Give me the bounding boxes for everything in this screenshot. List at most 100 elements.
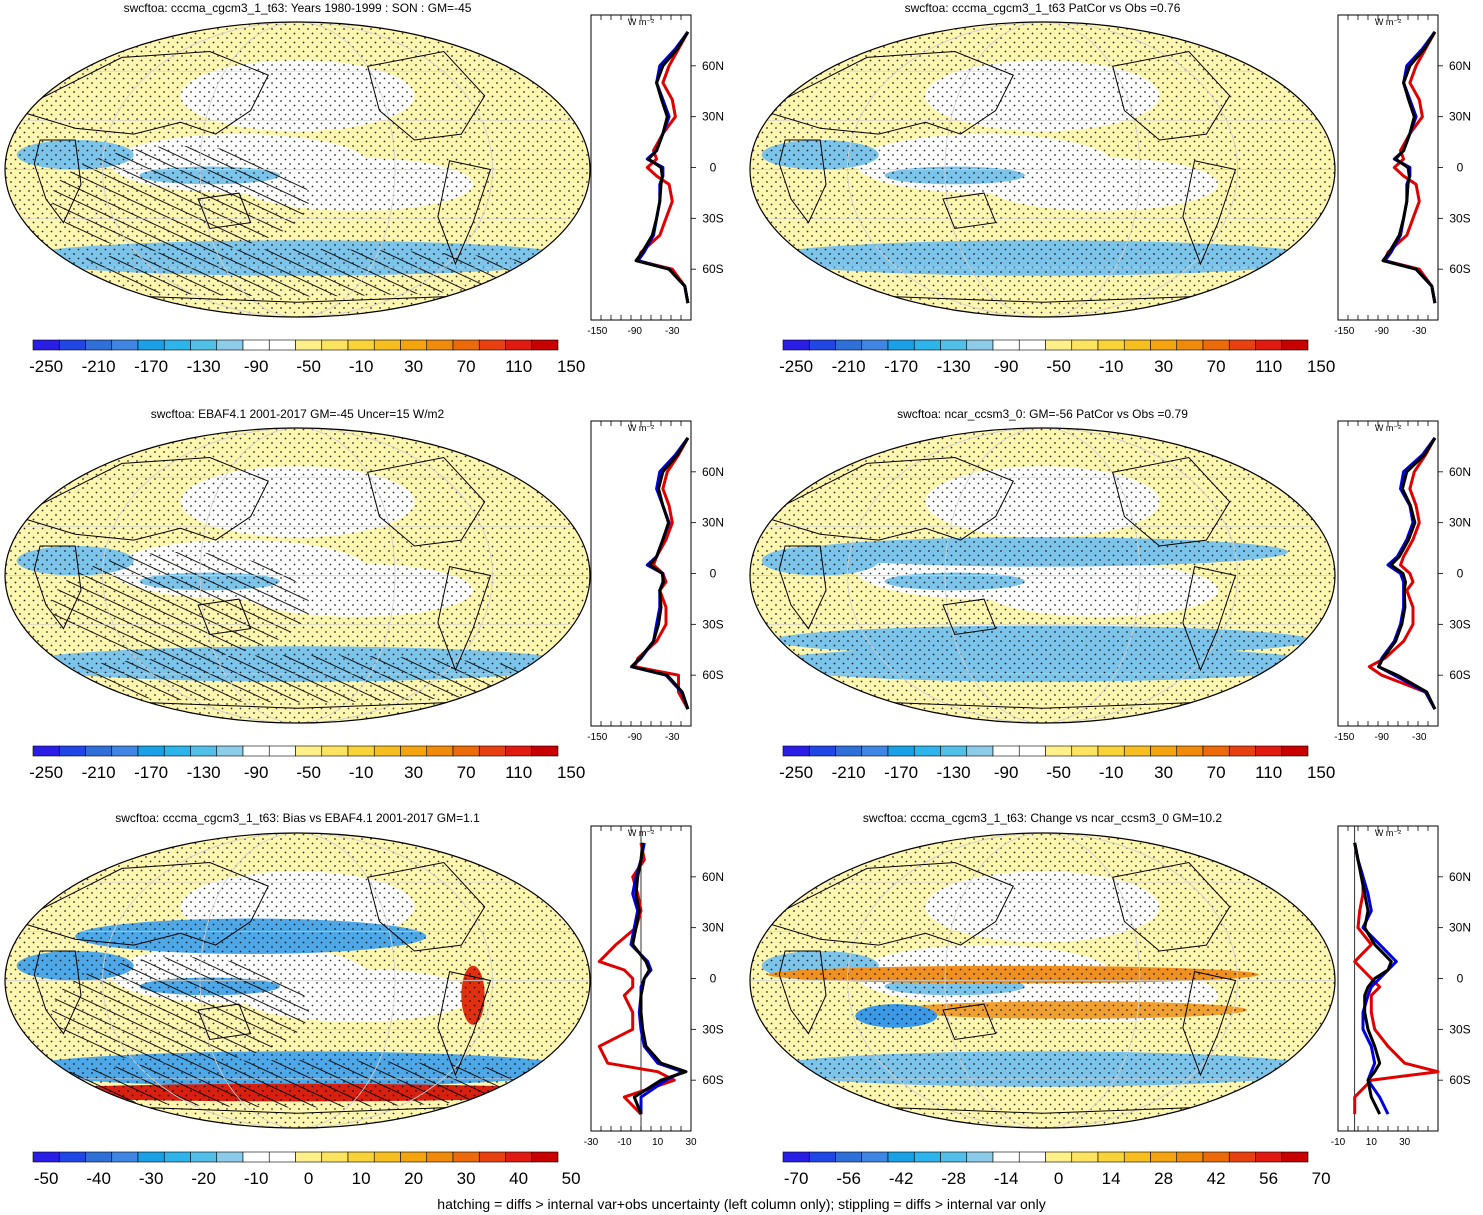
colorbar-bin (242, 339, 270, 351)
profile-red-line (597, 842, 676, 1116)
colorbar-bin (808, 745, 836, 757)
colorbar-label: -40 (86, 1169, 111, 1188)
colorbar-bin (190, 1151, 218, 1163)
colorbar-bin (268, 339, 296, 351)
lat-tick-label: 30S (1449, 617, 1470, 631)
colorbar-bin (992, 339, 1020, 351)
panel-title-2: swcftoa: cccma_cgcm3_1_t63 PatCor vs Obs… (905, 1, 1181, 15)
colorbar-label: 150 (1307, 763, 1335, 782)
colorbar-label: -170 (134, 763, 168, 782)
panel-title-1: swcftoa: cccma_cgcm3_1_t63: Years 1980-1… (124, 1, 472, 15)
colorbar-bin (966, 745, 994, 757)
coastline (942, 192, 997, 230)
colorbar-bin (1202, 339, 1230, 351)
colorbar-label: -30 (139, 1169, 164, 1188)
colorbar-bin (1202, 1151, 1230, 1163)
lat-tick-label: 60N (702, 465, 724, 479)
colorbar-bin (58, 745, 86, 757)
colorbar-label: 150 (557, 357, 585, 376)
x-tick-label: -90 (628, 326, 643, 337)
colorbar-bin (887, 745, 915, 757)
colorbar-label: 30 (457, 1169, 476, 1188)
unit-label: W m⁻² (628, 828, 654, 838)
coastline (437, 566, 492, 672)
colorbar-bin (347, 339, 375, 351)
colorbar-bin (835, 745, 863, 757)
colorbar-bin (835, 1151, 863, 1163)
coastline (942, 598, 997, 636)
colorbar-bin (808, 1151, 836, 1163)
profile-blue-line (1353, 842, 1398, 1115)
colorbar-bin (505, 339, 533, 351)
colorbar-label: -250 (29, 357, 63, 376)
colorbar-bin (531, 745, 559, 757)
colorbar-bin (861, 339, 889, 351)
profile-black-line (631, 842, 688, 1115)
colorbar-label: 30 (1154, 763, 1173, 782)
profile-black-line (1377, 437, 1437, 710)
colorbar-bin (1045, 745, 1073, 757)
colorbar-bin (940, 745, 968, 757)
lat-tick-label: 0 (710, 972, 717, 986)
x-tick-label: -30 (665, 732, 680, 743)
graticule-line (199, 428, 396, 723)
lat-tick-label: 30S (702, 617, 723, 631)
coastline (367, 861, 486, 952)
panel-title-4: swcftoa: ncar_ccsm3_0: GM=-56 PatCor vs … (897, 407, 1188, 421)
coastline (197, 1003, 252, 1041)
colorbar-label: -50 (1046, 763, 1071, 782)
map-panel-1 (4, 21, 591, 318)
colorbar-bin (1150, 1151, 1178, 1163)
profile-frame (1337, 825, 1439, 1132)
colorbar-label: -10 (1099, 357, 1124, 376)
colorbar-bin (1202, 745, 1230, 757)
x-tick-label: -150 (587, 326, 607, 337)
lat-tick-label: 60N (702, 59, 724, 73)
colorbar-bin (242, 745, 270, 757)
graticule-line (102, 428, 493, 723)
x-tick-label: -30 (1412, 326, 1427, 337)
x-tick-label: -150 (1334, 326, 1354, 337)
colorbar-bin (1281, 745, 1309, 757)
hatching (34, 1060, 561, 1108)
colorbar-label: -56 (836, 1169, 861, 1188)
colorbar-bin (940, 339, 968, 351)
lat-tick-label: 30N (702, 516, 724, 530)
colorbar-bin (478, 1151, 506, 1163)
colorbar-bin (861, 1151, 889, 1163)
colorbar-bin (992, 1151, 1020, 1163)
colorbar-bin (1281, 1151, 1309, 1163)
colorbar-label: -90 (994, 357, 1019, 376)
coastline (760, 456, 1014, 541)
lat-tick-label: 0 (710, 567, 717, 581)
map-panel-3 (4, 427, 591, 724)
colorbar-label: -50 (296, 357, 321, 376)
colorbar-bin (58, 1151, 86, 1163)
colorbar-bin (1176, 745, 1204, 757)
colorbar-bin (111, 745, 139, 757)
colorbar-label: -90 (994, 763, 1019, 782)
colorbar-bin (268, 745, 296, 757)
lat-tick-label: 60S (1449, 1073, 1470, 1087)
colorbar-label: 110 (1255, 357, 1282, 376)
colorbar-label: 70 (1207, 357, 1226, 376)
colorbar-bin (190, 339, 218, 351)
colorbar-label: 30 (404, 357, 423, 376)
colorbar-bin (321, 1151, 349, 1163)
colorbar-bin (321, 339, 349, 351)
colorbar-bin (782, 745, 810, 757)
coastline (942, 1003, 997, 1041)
colorbar-bin (452, 745, 480, 757)
coastline (778, 139, 827, 224)
colorbar-bin (32, 339, 60, 351)
coastline (1182, 971, 1237, 1077)
colorbar-bin (163, 339, 191, 351)
colorbar-label: 42 (1207, 1169, 1226, 1188)
graticule-line (944, 833, 1141, 1128)
colorbar-bin (268, 1151, 296, 1163)
colorbar-bin (808, 339, 836, 351)
colorbar-bin (85, 339, 113, 351)
colorbar-label: 40 (509, 1169, 528, 1188)
colorbar-bin (505, 745, 533, 757)
colorbar-bin (1097, 1151, 1125, 1163)
